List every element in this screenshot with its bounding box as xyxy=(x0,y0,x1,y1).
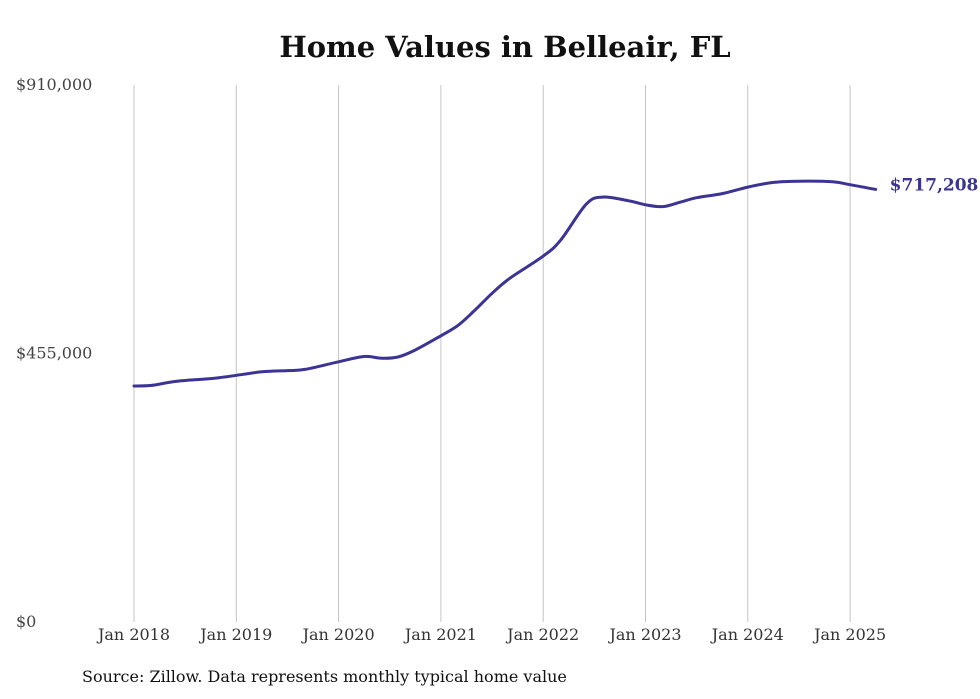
y-axis-ticks: $0 $455,000 $910,000 xyxy=(16,75,92,631)
x-tick-label: Jan 2018 xyxy=(96,625,170,644)
x-tick-label: Jan 2021 xyxy=(403,625,477,644)
x-axis-ticks: Jan 2018 Jan 2019 Jan 2020 Jan 2021 Jan 2022… xyxy=(96,625,886,644)
x-tick-label: Jan 2020 xyxy=(301,625,375,644)
home-value-line xyxy=(132,179,878,388)
x-tick-label: Jan 2022 xyxy=(505,625,579,644)
x-tick-label: Jan 2024 xyxy=(710,625,784,644)
source-note: Source: Zillow. Data represents monthly … xyxy=(82,667,567,686)
chart-title: Home Values in Belleair, FL xyxy=(279,30,731,64)
x-tick-label: Jan 2019 xyxy=(198,625,272,644)
end-value-label: $717,208 xyxy=(890,175,979,195)
y-tick-label: $455,000 xyxy=(16,344,92,363)
series-layer xyxy=(132,179,878,388)
x-tick-label: Jan 2023 xyxy=(607,625,681,644)
y-tick-label: $910,000 xyxy=(16,75,92,94)
end-label-layer: $717,208 xyxy=(890,175,979,195)
x-tick-label: Jan 2025 xyxy=(812,625,886,644)
y-tick-label: $0 xyxy=(16,612,36,631)
gridlines xyxy=(133,85,851,622)
